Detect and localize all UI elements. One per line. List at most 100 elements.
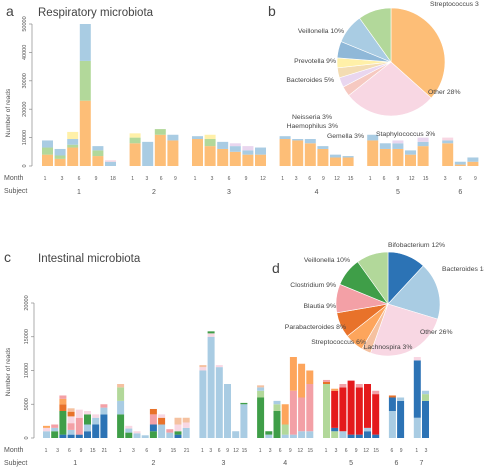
month-tick-label: 6 [78,176,81,182]
subject-label: 3 [227,189,231,196]
month-tick-label: 1 [131,176,134,182]
month-tick-label: 6 [383,176,386,182]
month-tick-label: 1 [119,448,122,454]
month-tick-label: 1 [281,176,284,182]
bar-segment-streptococcus [304,143,316,166]
bar-segment-streptococcus [67,147,79,166]
bar-segment-bacteroides-int [100,407,108,415]
month-tick-label: 9 [226,448,229,454]
bar-segment-bacteroides-int [240,404,248,438]
bar-segment-streptococcus [392,148,404,166]
bar-segment-prevotella [105,161,116,166]
subject-label: 1 [77,189,81,196]
month-tick-label: 18 [110,176,116,182]
month-tick-label: 15 [90,448,96,454]
bar-segment-bacteroides-int [125,428,133,433]
month-tick-label: 1 [325,448,328,454]
bar-segment-neisseria [67,131,79,140]
month-tick-label: 6 [279,448,282,454]
bar-segment-parabacteroides [158,417,166,425]
pie-label: Blautia 9% [304,303,337,310]
bar-segment-bacteroides-int [388,411,396,438]
bar-segment-streptococcus [192,139,203,166]
month-tick-label: 6 [228,176,231,182]
bar-segment-lachnospira [117,384,125,388]
bar-segment-bacteroides-int [265,434,273,438]
bar-segment-bacteroides-int [422,390,429,395]
bar-segment-bifobacterium [388,397,396,411]
month-tick-label: 6 [308,176,311,182]
subject-label: 5 [349,460,353,467]
bar-segment-bifobacterium [67,434,75,438]
panel-d-letter: d [272,260,280,276]
bar-segment-other-int [158,414,166,418]
month-tick-label: 6 [160,176,163,182]
bar-segment-parabacteroides [388,395,396,398]
bar-segment-veillonella-int [281,424,289,435]
month-tick-label: 9 [95,176,98,182]
pie-slice-streptococcus [390,7,446,99]
month-tick-label: 3 [132,448,135,454]
bar-segment-red [355,387,363,435]
bar-segment-red [364,384,371,428]
month-tick-label: 15 [308,448,314,454]
bar-segment-clostridium [84,414,91,425]
bar-segment-veillonella-int [323,384,330,438]
respiratory-subject-label: Subject [4,188,27,195]
month-tick-label: 9 [245,176,248,182]
month-tick-label: 9 [174,176,177,182]
bar-segment-bacteroides-int [166,432,174,438]
month-tick-label: 9 [80,448,83,454]
bar-segment-lachnospira [257,385,265,388]
month-tick-label: 1 [259,448,262,454]
bar-segment-prevotella [79,24,91,61]
bar-segment-streptococcus [454,164,466,166]
bar-segment-other-int [215,365,223,368]
month-tick-label: 9 [397,176,400,182]
bar-segment-prevotella [379,143,391,149]
month-tick-label: 6 [459,176,462,182]
month-tick-label: 3 [295,176,298,182]
bar-segment-streptococcus [79,100,91,166]
bar-segment-prevotella [229,146,241,152]
respiratory-ylabel: Number of reads [5,88,12,137]
bar-segment-veillonella [154,129,166,135]
bar-segment-prevotella [405,150,416,155]
intestinal-month-label: Month [4,447,24,454]
subject-label: 4 [315,189,319,196]
bar-segment-veillonella [54,155,66,159]
month-tick-label: 12 [260,176,266,182]
intestinal-pie-chart: Bifobacterium 12% Bacteroides 18% Other 26… [285,242,484,357]
month-tick-label: 12 [409,176,415,182]
bar-segment-streptococcus [242,154,254,166]
bar-segment-bacteroides-int [232,431,240,438]
month-tick-label: 15 [171,448,177,454]
bar-segment-streptococcus [279,139,291,166]
bar-segment-other-int [43,427,50,432]
bar-segment-blautia [100,404,108,408]
intestinal-title: Intestinal microbiota [38,253,141,265]
bar-segment-other [105,160,116,162]
bar-segment-red [372,394,380,435]
bar-segment-lachnospira [199,365,207,368]
bar-segment-other-int [84,411,91,415]
pie-label: Parabacteroides 8% [285,324,346,331]
bar-segment-blautia [289,390,297,435]
pie-label: Bifobacterium 12% [388,242,445,249]
pie-label: Bacteroides 18% [442,266,484,273]
month-tick-label: 12 [363,448,369,454]
bar-segment-prevotella [279,136,291,140]
month-tick-label: 6 [391,448,394,454]
y-tick-label: 10000 [24,363,30,378]
bar-segment-prevotella [217,141,229,149]
bar-segment-bacteroides-int [339,431,347,438]
bar-segment-red [339,387,347,432]
y-tick-label: 10000 [22,130,28,145]
bar-segment-veillonella [79,60,91,101]
bar-segment-streptococcus [167,140,179,166]
bar-segment-streptococcus [42,154,53,166]
bar-segment-streptococcus [405,154,416,166]
bar-segment-blautia [323,379,330,382]
bar-segment-lachnospira [182,417,190,423]
bar-segment-bifobacterium [84,431,91,438]
